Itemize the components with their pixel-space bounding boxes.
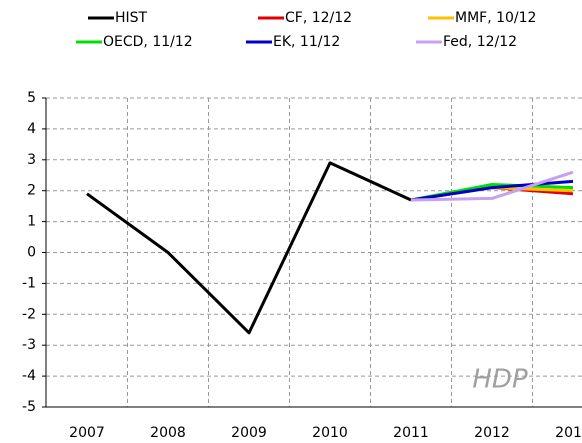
y-tick-label: -4 — [22, 368, 36, 384]
series-line — [410, 179, 574, 202]
y-tick-label: 3 — [27, 152, 36, 168]
series-line — [86, 161, 412, 335]
y-tick-label: 4 — [27, 121, 36, 137]
annotation: HDP — [472, 365, 528, 395]
x-tick-label: 2010 — [312, 425, 348, 441]
legend-label: OECD, 11/12 — [103, 34, 193, 50]
series-line — [410, 170, 574, 202]
x-tick-label: 2011 — [393, 425, 429, 441]
y-tick-label: 2 — [27, 183, 36, 199]
legend-label: EK, 11/12 — [273, 34, 340, 50]
x-tick-label: 2013 — [555, 425, 582, 441]
legend-label: HIST — [115, 10, 148, 26]
y-tick-label: 5 — [27, 90, 36, 106]
x-tick-label: 2007 — [69, 425, 105, 441]
y-tick-label: -5 — [22, 399, 36, 415]
y-tick-label: 0 — [27, 245, 36, 261]
y-tick-label: -2 — [22, 306, 36, 322]
x-tick-label: 2012 — [474, 425, 510, 441]
legend-label: CF, 12/12 — [285, 10, 352, 26]
legend-label: Fed, 12/12 — [443, 34, 517, 50]
y-tick-label: -1 — [22, 275, 36, 291]
x-tick-label: 2008 — [150, 425, 186, 441]
x-tick-label: 2009 — [231, 425, 267, 441]
legend-label: MMF, 10/12 — [455, 10, 536, 26]
y-tick-label: 1 — [27, 214, 36, 230]
y-tick-label: -3 — [22, 337, 36, 353]
